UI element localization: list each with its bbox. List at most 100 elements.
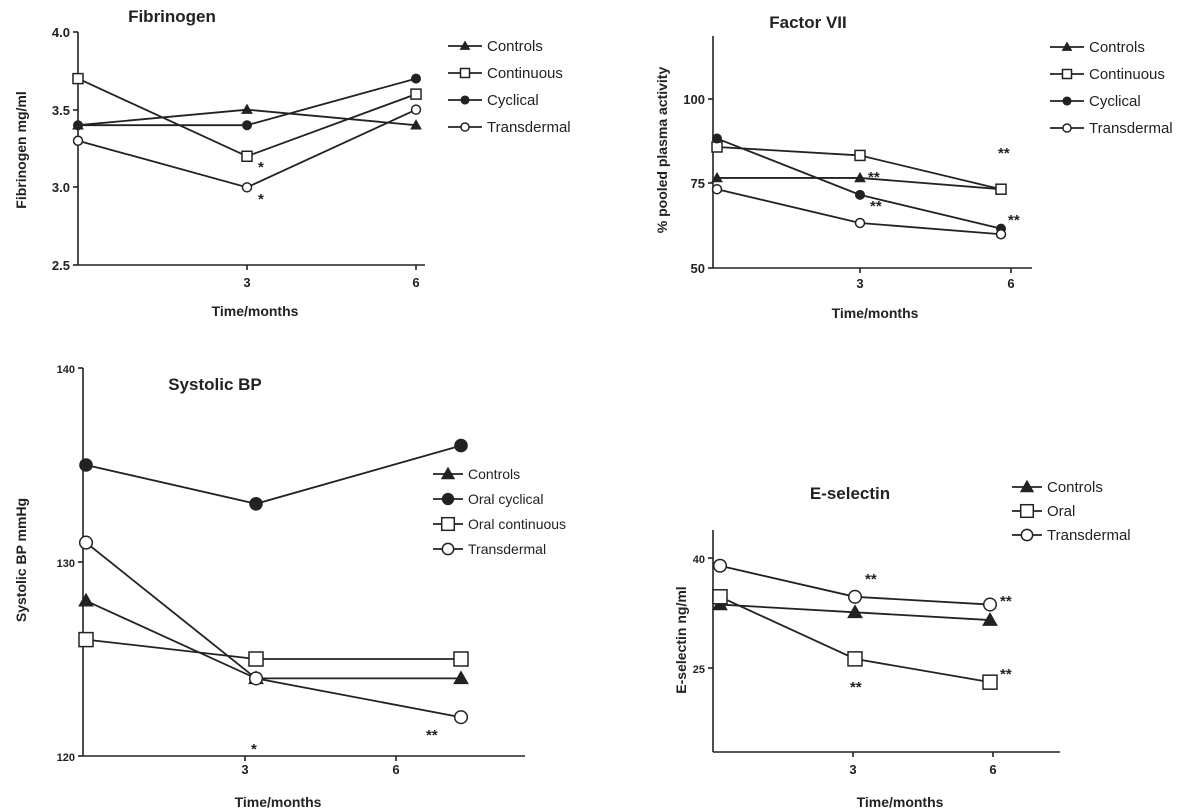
x-axis-label: Time/months	[832, 305, 919, 321]
significance-annotation: **	[998, 145, 1010, 162]
x-axis-label: Time/months	[212, 303, 299, 319]
data-point	[72, 72, 84, 85]
data-point	[982, 612, 998, 626]
data-point	[847, 651, 863, 667]
series-line	[85, 638, 461, 660]
significance-annotation: **	[868, 169, 880, 186]
y-axis-label: E-selectin ng/ml	[673, 586, 689, 693]
data-point	[73, 120, 83, 131]
legend-label: Cyclical	[487, 92, 539, 109]
legend-label: Cyclical	[1089, 93, 1141, 110]
legend-marker	[1061, 41, 1073, 51]
data-point	[78, 535, 94, 550]
legend-marker	[1062, 96, 1072, 106]
series-oral-continuous	[78, 631, 469, 667]
legend-label: Controls	[468, 466, 520, 482]
data-point	[854, 149, 866, 162]
data-point	[453, 670, 469, 685]
data-point	[854, 171, 866, 183]
y-axis-label: Fibrinogen mg/ml	[13, 91, 29, 208]
y-tick-label: 130	[57, 558, 75, 570]
significance-annotation: *	[251, 741, 257, 758]
x-tick-label: 6	[412, 275, 419, 290]
series-transdermal	[72, 104, 422, 193]
data-point	[248, 651, 264, 667]
legend-marker	[1020, 528, 1034, 542]
x-axis-label: Time/months	[235, 794, 322, 810]
legend-label: Transdermal	[468, 541, 546, 557]
y-tick-label: 25	[693, 664, 705, 676]
legend-label: Continuous	[487, 65, 563, 82]
data-point	[854, 217, 866, 229]
series-transdermal	[711, 183, 1007, 240]
data-point	[995, 183, 1007, 195]
x-tick-label: 3	[849, 762, 856, 777]
series-cyclical	[73, 73, 421, 131]
y-axis-label: Systolic BP mmHg	[13, 498, 29, 622]
data-point	[410, 119, 422, 130]
data-point	[410, 104, 422, 115]
x-tick-label: 6	[1007, 276, 1014, 291]
legend: Controls Continuous Cyclical Transdermal	[448, 38, 571, 136]
data-point	[72, 135, 84, 146]
legend-marker	[460, 95, 470, 105]
data-point	[982, 674, 998, 690]
legend-marker	[441, 542, 455, 556]
y-tick-label: 4.0	[52, 25, 70, 40]
series-continuous	[72, 72, 422, 163]
legend-marker	[1019, 503, 1035, 519]
significance-annotation: **	[1008, 212, 1020, 229]
series-oral-cyclical	[79, 438, 468, 511]
legend-marker	[460, 122, 470, 132]
data-point	[855, 189, 865, 200]
significance-annotation: **	[870, 198, 882, 215]
legend: Controls Oral Transdermal	[1012, 479, 1131, 544]
data-point	[78, 592, 94, 607]
data-point	[712, 589, 728, 605]
series-transdermal	[78, 535, 469, 725]
x-tick-label: 6	[989, 762, 996, 777]
x-axis-label: Time/months	[857, 794, 944, 810]
factor-vii-panel: Factor VII 50 75 100 3 6 Time/months % pooled p…	[654, 13, 1173, 321]
series-continuous	[711, 141, 1007, 195]
legend-marker	[1062, 123, 1072, 133]
data-point	[248, 671, 264, 686]
y-tick-label: 140	[57, 364, 75, 376]
legend-label: Transdermal	[1089, 120, 1173, 137]
data-point	[411, 73, 421, 84]
y-tick-label: 50	[691, 261, 705, 276]
y-tick-label: 40	[693, 554, 705, 566]
series-transdermal	[712, 558, 998, 612]
legend-label: Continuous	[1089, 66, 1165, 83]
legend-marker	[441, 492, 455, 506]
y-tick-label: 100	[683, 92, 705, 107]
x-tick-label: 6	[392, 762, 399, 777]
systolic-bp-panel: Systolic BP 120 130 140 3 6 Time/months Systoli…	[13, 364, 566, 810]
data-point	[847, 604, 863, 619]
legend: Controls Continuous Cyclical Transdermal	[1050, 39, 1173, 137]
series-line	[85, 599, 461, 680]
data-point	[78, 631, 94, 648]
significance-annotation: *	[258, 191, 264, 208]
significance-annotation: **	[1000, 593, 1012, 610]
e-selectin-panel: E-selectin 25 40 3 6 Time/months E-selectin ng…	[673, 479, 1131, 810]
x-tick-label: 3	[243, 275, 250, 290]
y-tick-label: 3.0	[52, 180, 70, 195]
data-point	[847, 589, 863, 604]
significance-annotation: **	[426, 727, 438, 744]
data-point	[410, 88, 422, 100]
series-oral	[712, 589, 998, 690]
data-point	[453, 651, 469, 667]
data-point	[982, 597, 998, 612]
legend-marker	[440, 516, 456, 532]
y-tick-label: 2.5	[52, 258, 70, 273]
data-point	[711, 183, 723, 195]
legend-label: Transdermal	[487, 119, 571, 136]
legend-marker	[1061, 68, 1073, 80]
chart-title: E-selectin	[810, 484, 890, 503]
data-point	[454, 438, 468, 453]
series-line	[85, 541, 462, 719]
significance-annotation: **	[1000, 666, 1012, 683]
legend: Controls Oral cyclical Oral continuous Tran…	[433, 466, 566, 557]
